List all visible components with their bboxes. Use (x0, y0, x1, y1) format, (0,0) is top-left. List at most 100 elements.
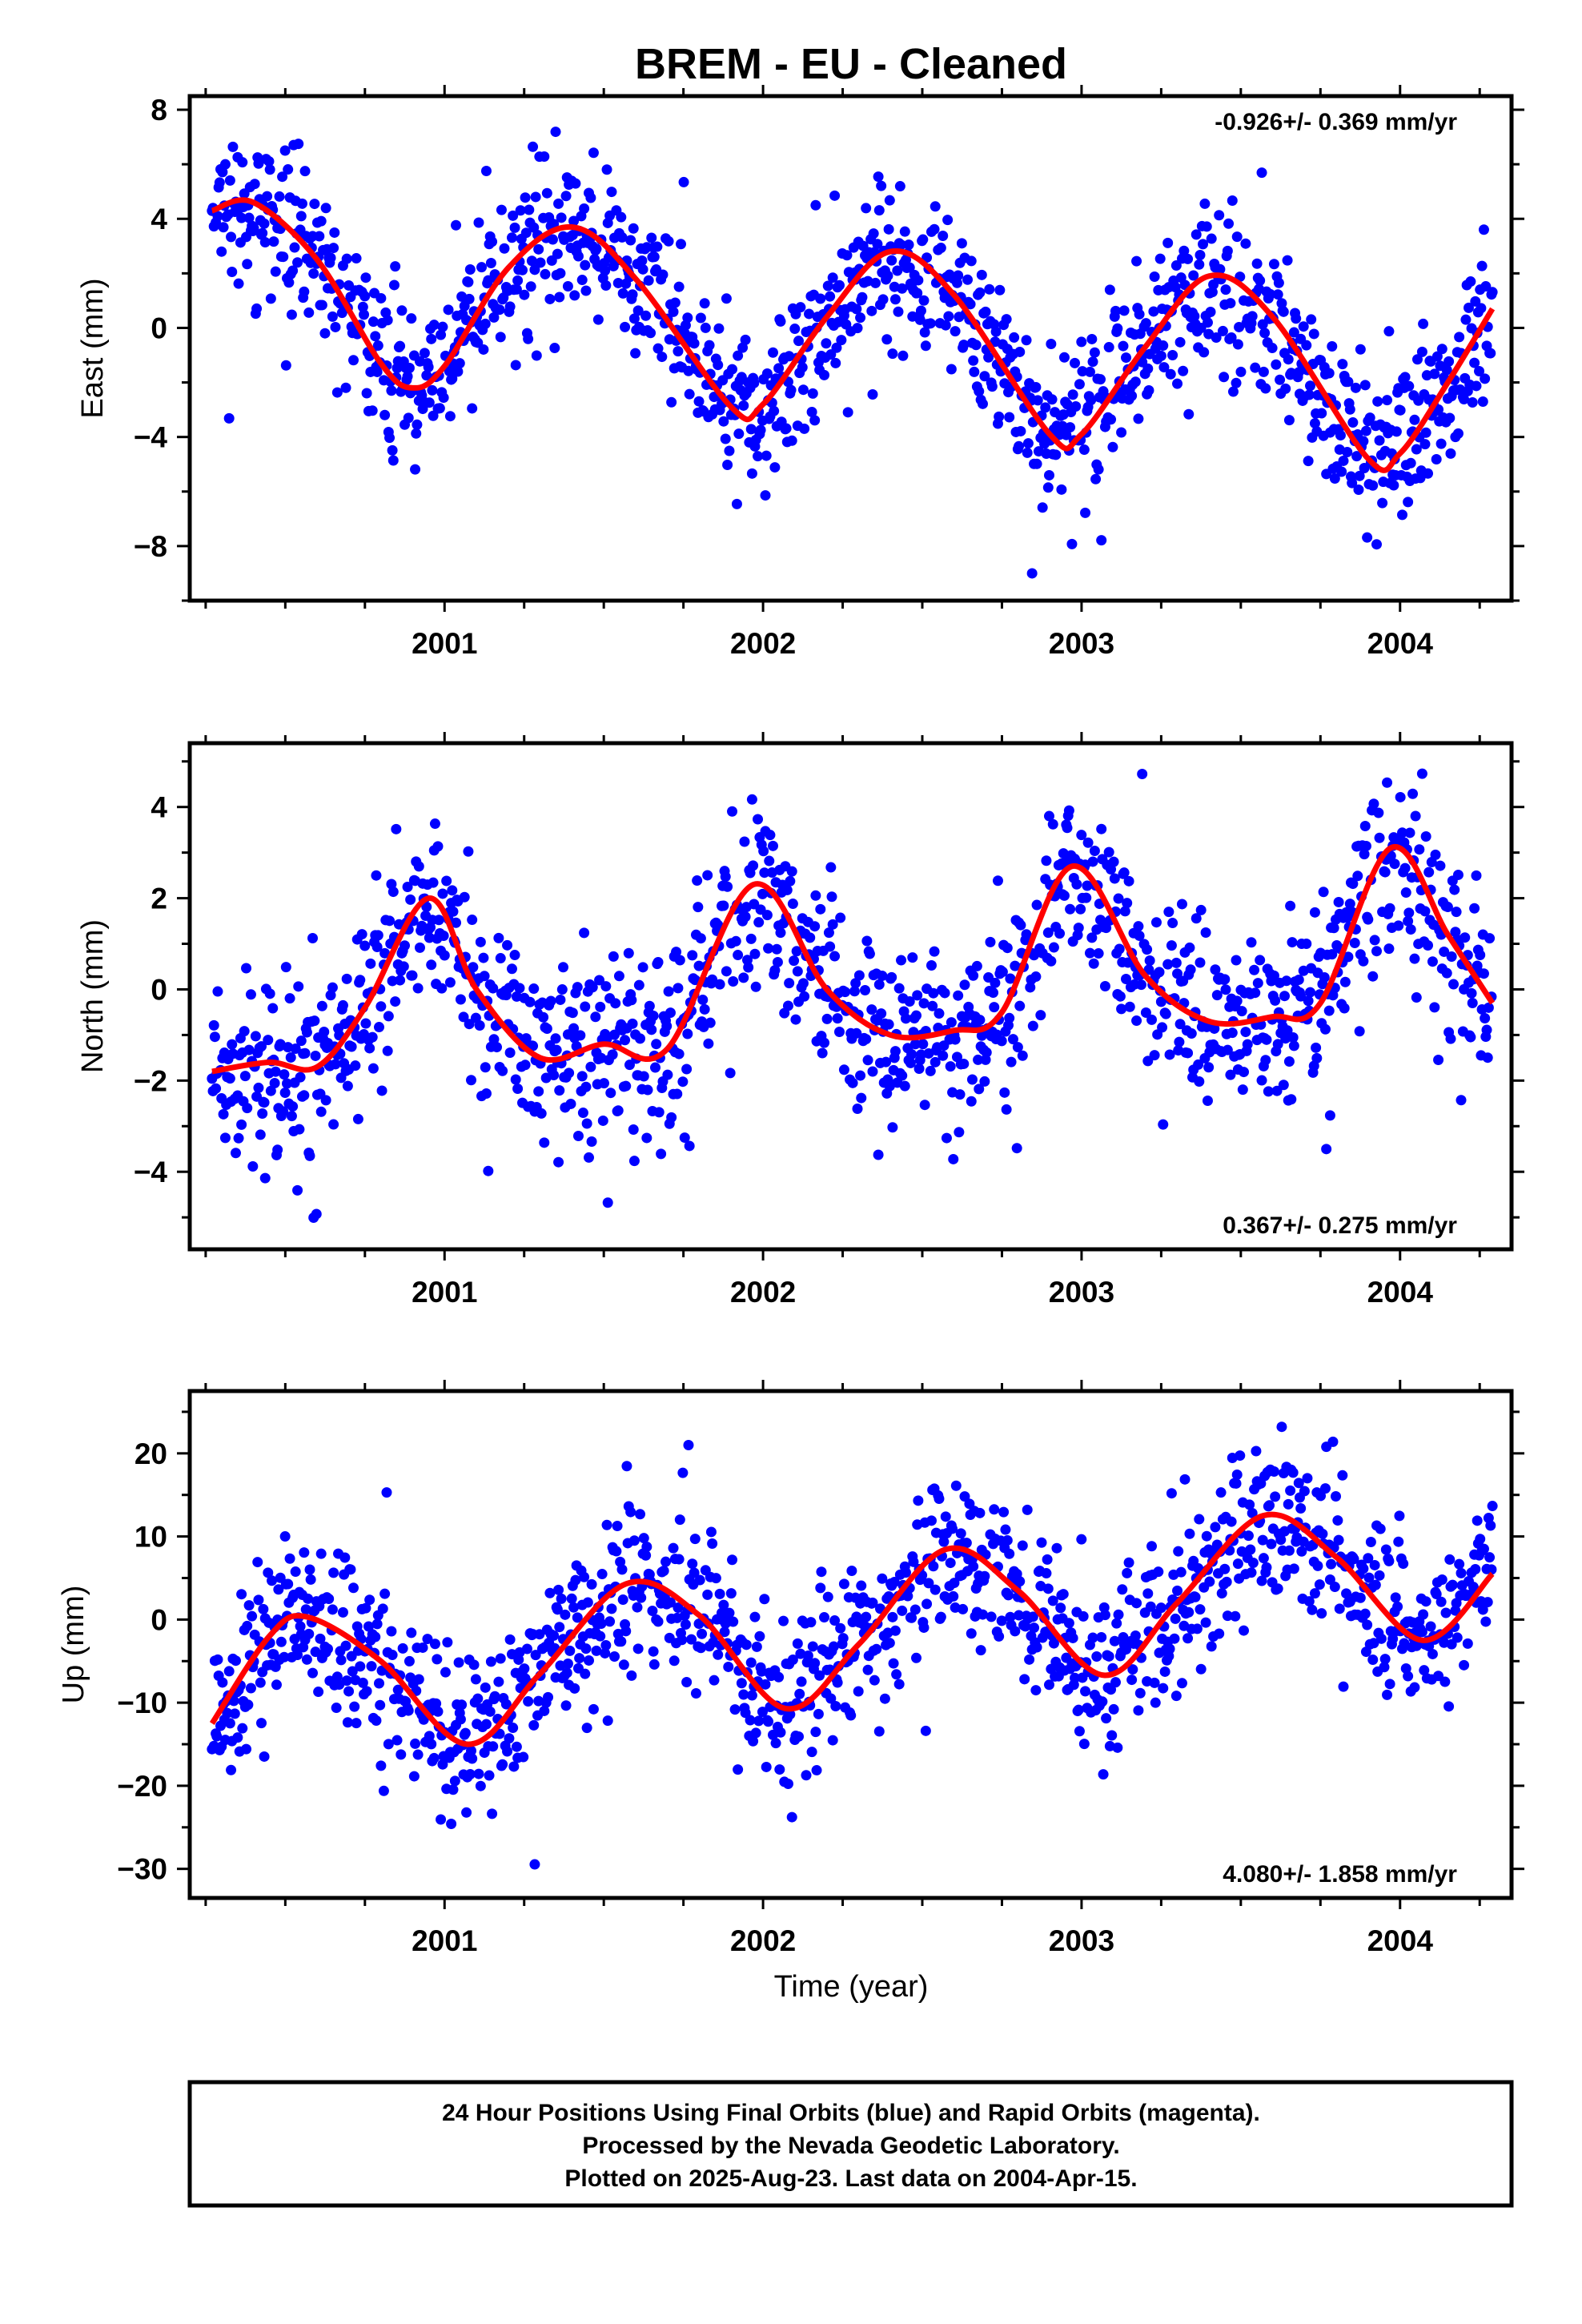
east-data-point (1106, 414, 1117, 425)
up-data-point (809, 1658, 821, 1669)
up-data-point (247, 1610, 258, 1622)
east-data-point (1174, 336, 1186, 348)
north-data-point (718, 900, 729, 911)
up-data-point (1443, 1701, 1455, 1712)
north-data-point (1246, 937, 1257, 948)
east-data-point (1195, 250, 1206, 261)
north-data-point (285, 1051, 296, 1063)
up-data-point (719, 1626, 730, 1638)
north-data-point (1448, 979, 1460, 990)
east-data-point (1199, 347, 1210, 358)
east-data-point (713, 360, 724, 371)
north-data-point (299, 1047, 311, 1059)
north-data-point (1410, 810, 1421, 822)
east-data-point (1067, 389, 1078, 400)
up-x-tick-label: 2004 (1367, 1924, 1434, 1957)
east-data-point (473, 217, 484, 228)
up-data-point (1042, 1583, 1054, 1594)
up-data-point (1002, 1534, 1013, 1546)
north-data-point (753, 917, 765, 928)
east-data-point (1391, 426, 1402, 437)
north-data-point (514, 983, 525, 994)
up-data-point (908, 1556, 919, 1567)
north-data-point (958, 1058, 970, 1069)
north-data-point (459, 891, 470, 903)
east-data-point (510, 360, 521, 371)
north-data-point (682, 1028, 693, 1039)
east-data-point (1358, 436, 1369, 447)
east-data-point (737, 342, 749, 353)
east-data-point (620, 321, 631, 332)
north-data-point (992, 875, 1003, 887)
up-data-point (611, 1546, 622, 1557)
north-data-point (455, 994, 466, 1005)
up-data-point (1435, 1596, 1447, 1607)
north-data-point (642, 1084, 653, 1096)
north-data-point (328, 1119, 339, 1130)
up-data-point (337, 1606, 348, 1618)
east-data-point (1143, 385, 1154, 396)
east-y-tick-label: −8 (134, 530, 167, 563)
north-data-point (1116, 1003, 1127, 1015)
up-data-point (940, 1511, 951, 1522)
up-data-point (1096, 1631, 1107, 1642)
north-data-point (626, 995, 637, 1006)
east-data-point (1327, 340, 1338, 352)
north-data-point (938, 1050, 949, 1061)
up-data-point (775, 1727, 786, 1738)
up-data-point (1327, 1436, 1339, 1447)
up-y-tick-label: −30 (117, 1853, 167, 1886)
north-data-point (918, 998, 930, 1009)
up-data-point (729, 1704, 741, 1715)
east-data-point (212, 211, 223, 222)
up-data-point (582, 1597, 593, 1608)
up-data-point (648, 1659, 660, 1670)
up-data-point (1113, 1609, 1124, 1620)
footer-line-2: Processed by the Nevada Geodetic Laborat… (582, 2133, 1119, 2159)
east-data-point (1460, 314, 1472, 325)
north-data-point (911, 1010, 922, 1021)
north-data-point (524, 996, 536, 1007)
up-data-point (725, 1588, 737, 1599)
up-data-point (694, 1574, 705, 1586)
north-data-point (821, 1013, 833, 1024)
east-data-point (1251, 258, 1263, 269)
north-fit-curve (211, 844, 1496, 1075)
up-data-point (918, 1622, 930, 1633)
north-data-point (896, 955, 907, 966)
north-data-point (646, 1024, 657, 1035)
north-data-point (877, 971, 888, 982)
east-data-point (669, 297, 681, 308)
north-data-point (267, 1003, 279, 1014)
up-data-point (1058, 1589, 1069, 1600)
north-data-point (1004, 1012, 1015, 1023)
east-data-point (857, 292, 868, 303)
east-data-point (530, 191, 541, 203)
up-data-point (581, 1723, 592, 1734)
east-data-point (630, 348, 641, 359)
east-data-point (485, 257, 496, 268)
east-data-point (299, 286, 310, 297)
north-data-point (520, 1059, 531, 1071)
east-data-point (1405, 457, 1416, 468)
up-data-point (1246, 1567, 1257, 1578)
north-data-point (356, 929, 367, 940)
east-data-point (550, 127, 561, 138)
up-data-point (1268, 1466, 1279, 1477)
east-data-point (969, 366, 980, 377)
east-data-point (480, 318, 491, 329)
north-data-point (1089, 845, 1100, 856)
north-data-point (1389, 858, 1400, 870)
east-data-point (533, 243, 544, 255)
north-data-point (1203, 1062, 1215, 1073)
north-data-point (402, 881, 413, 892)
east-data-point (580, 285, 592, 296)
east-data-point (579, 203, 590, 214)
north-data-point (1012, 1042, 1023, 1053)
north-data-point (1327, 949, 1338, 960)
east-data-point (251, 303, 263, 314)
north-data-point (829, 951, 841, 962)
east-data-point (283, 164, 294, 175)
east-data-point (396, 305, 408, 316)
north-data-point (1225, 1069, 1236, 1080)
